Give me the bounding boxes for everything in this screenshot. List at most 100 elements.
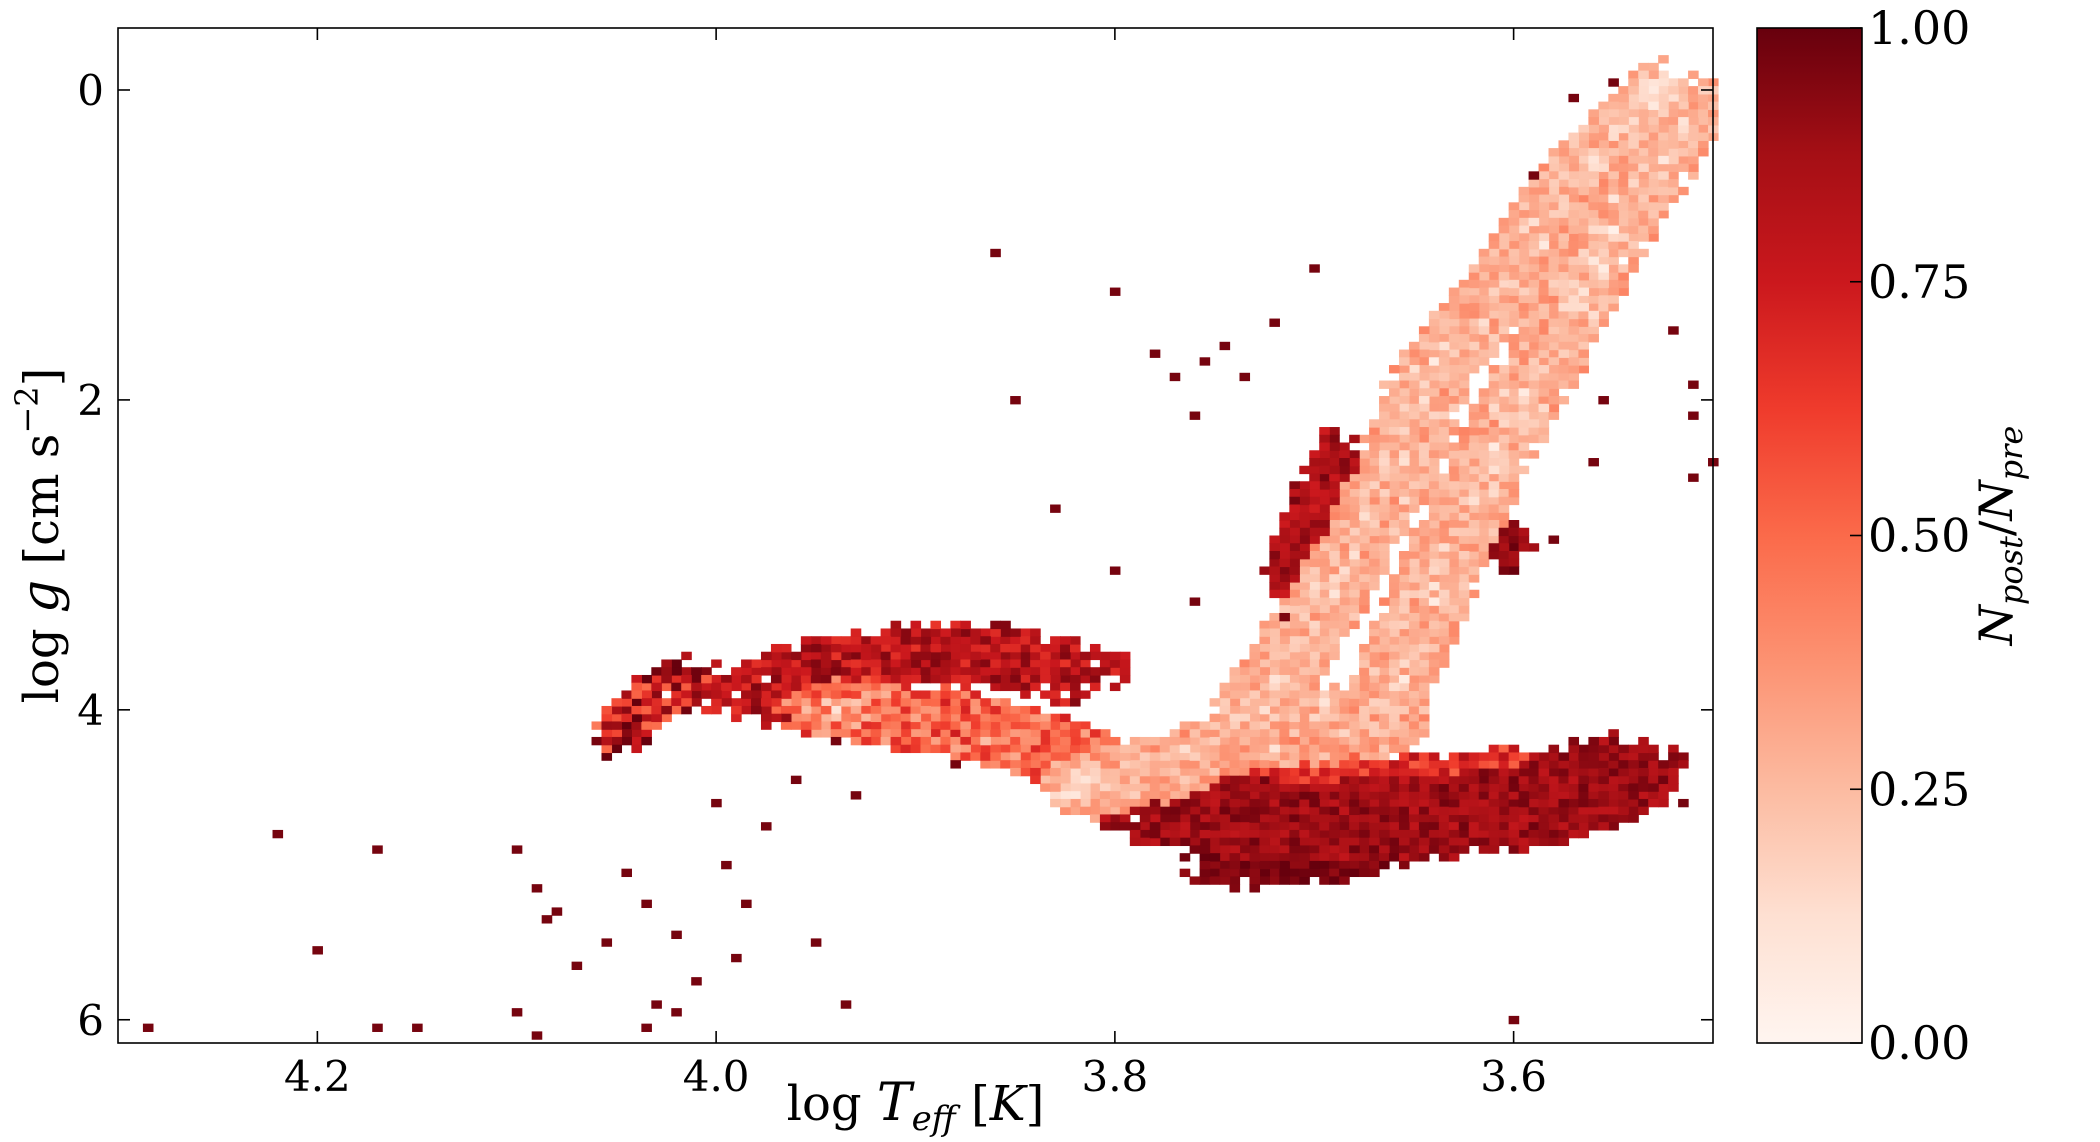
heatmap-cell xyxy=(1089,806,1101,816)
heatmap-cell xyxy=(1528,411,1540,420)
heatmap-cell xyxy=(860,705,872,715)
heatmap-cell xyxy=(1329,566,1340,575)
heatmap-cell xyxy=(1558,334,1570,343)
heatmap-cell xyxy=(990,620,1001,630)
heatmap-cell xyxy=(1588,783,1599,792)
heatmap-cell xyxy=(1089,674,1101,684)
heatmap-cell xyxy=(1199,814,1211,823)
heatmap-cell xyxy=(1249,884,1261,893)
heatmap-cell xyxy=(1030,674,1041,684)
heatmap-cell xyxy=(1329,481,1340,490)
heatmap-cell xyxy=(1239,698,1251,707)
y-tick-label: 4 xyxy=(77,686,104,735)
heatmap-cell xyxy=(1538,783,1550,792)
heatmap-cell xyxy=(1149,349,1161,358)
heatmap-cell xyxy=(930,744,942,754)
heatmap-cell xyxy=(930,659,942,668)
heatmap-cell xyxy=(1698,117,1709,126)
heatmap-cell xyxy=(1638,791,1649,800)
heatmap-cell xyxy=(990,760,1001,769)
heatmap-cell xyxy=(1448,775,1460,785)
heatmap-cell xyxy=(1339,520,1350,529)
heatmap-cell xyxy=(1658,202,1669,211)
heatmap-cell xyxy=(1448,419,1460,428)
heatmap-cell xyxy=(1438,791,1450,800)
heatmap-cell xyxy=(1508,566,1520,575)
heatmap-cell xyxy=(1668,93,1679,103)
heatmap-cell xyxy=(1598,217,1609,227)
heatmap-cell xyxy=(1478,310,1490,320)
heatmap-cell xyxy=(1478,349,1490,358)
heatmap-cell xyxy=(840,721,852,730)
heatmap-cell xyxy=(1389,574,1400,583)
heatmap-cell xyxy=(1299,752,1310,761)
heatmap-cell xyxy=(1428,520,1440,529)
heatmap-cell xyxy=(1219,814,1231,823)
heatmap-cell xyxy=(760,705,772,715)
plot-frame xyxy=(117,27,1714,1044)
heatmap-cell xyxy=(1518,341,1530,351)
heatmap-cell xyxy=(1329,450,1340,459)
heatmap-cell xyxy=(1269,783,1280,792)
heatmap-cell xyxy=(1239,705,1251,715)
heatmap-cell xyxy=(1648,783,1659,792)
heatmap-cell xyxy=(1458,465,1470,475)
heatmap-cell xyxy=(1269,760,1280,769)
heatmap-cell xyxy=(1319,744,1330,754)
heatmap-cell xyxy=(920,736,932,746)
heatmap-cell xyxy=(691,674,702,684)
heatmap-cell xyxy=(950,721,961,730)
heatmap-cell xyxy=(1478,752,1490,761)
heatmap-cell xyxy=(1448,403,1460,413)
heatmap-cell xyxy=(1498,372,1510,382)
heatmap-cell xyxy=(1389,612,1400,622)
heatmap-cell xyxy=(1299,829,1310,839)
heatmap-cell xyxy=(1369,868,1380,878)
heatmap-cell xyxy=(1408,365,1420,374)
heatmap-cell xyxy=(1369,527,1380,537)
heatmap-cell xyxy=(1359,767,1370,777)
heatmap-cell xyxy=(1408,558,1420,568)
heatmap-cell xyxy=(611,713,623,723)
heatmap-cell xyxy=(1508,829,1520,839)
heatmap-cell xyxy=(1418,496,1430,506)
heatmap-cell xyxy=(860,713,872,723)
heatmap-cell xyxy=(1428,643,1440,653)
heatmap-cell xyxy=(1269,566,1280,575)
heatmap-cell xyxy=(1129,822,1141,831)
heatmap-cell xyxy=(1658,70,1669,79)
heatmap-cell xyxy=(1408,489,1420,498)
heatmap-cell xyxy=(1369,496,1380,506)
heatmap-cell xyxy=(1070,636,1081,645)
heatmap-cell xyxy=(1488,264,1500,273)
heatmap-cell xyxy=(1508,365,1520,374)
heatmap-cell xyxy=(1179,767,1191,777)
heatmap-cell xyxy=(1299,504,1310,513)
heatmap-cell xyxy=(621,705,632,715)
heatmap-cell xyxy=(1448,520,1460,529)
heatmap-cell xyxy=(1329,427,1340,436)
heatmap-cell xyxy=(1488,814,1500,823)
heatmap-cell xyxy=(970,736,981,746)
heatmap-cell xyxy=(1488,837,1500,847)
heatmap-cell xyxy=(691,698,702,707)
heatmap-cell xyxy=(1299,775,1310,785)
heatmap-cell xyxy=(1279,760,1290,769)
heatmap-cell xyxy=(1478,504,1490,513)
heatmap-cell xyxy=(1249,698,1261,707)
heatmap-cell xyxy=(760,713,772,723)
heatmap-cell xyxy=(1428,411,1440,420)
heatmap-cell xyxy=(1408,442,1420,451)
heatmap-cell xyxy=(1478,318,1490,327)
heatmap-cell xyxy=(1508,334,1520,343)
heatmap-cell xyxy=(1329,535,1340,544)
heatmap-cell xyxy=(1598,822,1609,831)
heatmap-cell xyxy=(1458,303,1470,312)
heatmap-cell xyxy=(1458,496,1470,506)
heatmap-cell xyxy=(1558,760,1570,769)
heatmap-cell xyxy=(1279,868,1290,878)
heatmap-cell xyxy=(731,713,742,723)
heatmap-cell xyxy=(1528,806,1540,816)
heatmap-cell xyxy=(1568,372,1580,382)
heatmap-cell xyxy=(1408,760,1420,769)
